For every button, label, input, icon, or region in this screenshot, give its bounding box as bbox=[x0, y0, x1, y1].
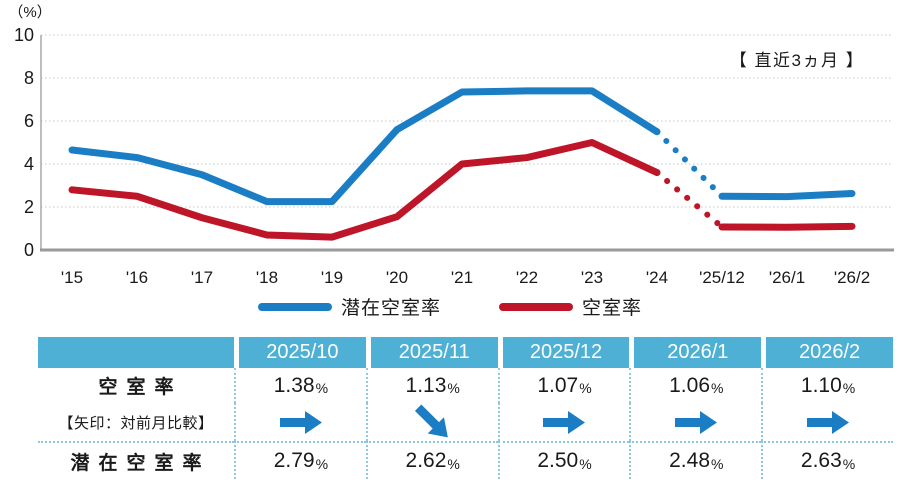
value-number: 2.62 bbox=[405, 449, 447, 472]
x-tick-label: '18 bbox=[256, 268, 278, 287]
x-tick-label: '21 bbox=[451, 268, 473, 287]
table-header-month: 2025/10 bbox=[234, 337, 366, 368]
arrow-shape bbox=[279, 410, 322, 434]
arrow-shape bbox=[675, 410, 718, 434]
value-number: 1.07 bbox=[537, 373, 579, 397]
value-number: 2.79 bbox=[273, 449, 315, 472]
table-header-month: 2025/12 bbox=[497, 337, 630, 368]
legend-label: 空室率 bbox=[582, 298, 643, 319]
y-axis-unit-label: （%） bbox=[8, 4, 51, 21]
arrow-right-icon bbox=[279, 410, 322, 434]
x-tick-label: '16 bbox=[126, 268, 148, 287]
arrow-right-icon bbox=[807, 410, 850, 434]
vacancy-line-swatch bbox=[499, 302, 573, 311]
y-tick-label: 0 bbox=[24, 240, 34, 260]
value-number: 1.38 bbox=[273, 373, 315, 397]
series-line-1-projection bbox=[654, 169, 725, 230]
vacancy-line-chart: 0 2 4 6 8 10 '15 '16 '17 '18 '19 '20 '21 '22 '23 '24 '2… bbox=[8, 4, 894, 287]
table-header-month: 2025/11 bbox=[365, 337, 498, 368]
recent-3-months-annotation: 【 直近3ヵ月 】 bbox=[730, 51, 864, 70]
legend-item-vacancy: 空室率 bbox=[499, 293, 642, 320]
x-tick-label: '26/2 bbox=[834, 268, 870, 287]
vacancy-rate-value: 1.06% bbox=[629, 368, 761, 403]
percent-sign: % bbox=[842, 455, 856, 472]
x-tick-label: '20 bbox=[386, 268, 408, 287]
y-tick-label: 2 bbox=[24, 197, 34, 217]
row-label-vacancy-rate: 空室率 bbox=[98, 377, 183, 398]
percent-sign: % bbox=[579, 455, 592, 472]
value-number: 2.63 bbox=[800, 449, 842, 472]
percent-sign: % bbox=[842, 380, 856, 396]
arrow-right-icon bbox=[543, 410, 586, 434]
chart-series-lines bbox=[68, 87, 856, 241]
potential-vacancy-rate-value: 2.63% bbox=[761, 441, 893, 479]
legend-item-potential-vacancy: 潜在空室率 bbox=[257, 293, 441, 320]
potential-vacancy-rate-value: 2.79% bbox=[234, 441, 366, 479]
y-tick-label: 8 bbox=[24, 68, 34, 88]
month-over-month-arrow bbox=[629, 403, 761, 441]
month-over-month-arrow bbox=[234, 403, 366, 441]
vacancy-rate-value: 1.13% bbox=[365, 368, 498, 403]
value-number: 2.48 bbox=[669, 449, 710, 472]
row-label-potential-vacancy-rate: 潜在空室率 bbox=[38, 441, 234, 479]
percent-sign: % bbox=[711, 380, 724, 396]
value-number: 1.10 bbox=[800, 373, 842, 397]
x-axis-tick-labels: '15 '16 '17 '18 '19 '20 '21 '22 '23 '24 '25/12 '26/… bbox=[61, 268, 870, 287]
potential-vacancy-rate-value: 2.48% bbox=[629, 441, 762, 479]
percent-sign: % bbox=[447, 455, 460, 472]
vacancy-rate-value: 1.07% bbox=[497, 368, 630, 403]
table-header-month: 2026/2 bbox=[761, 337, 893, 368]
row-label-arrow-note: 【矢印：対前月比較】 bbox=[58, 414, 214, 432]
value-number: 1.06 bbox=[669, 373, 710, 397]
legend-label: 潜在空室率 bbox=[340, 298, 441, 319]
table-header-blank bbox=[38, 337, 234, 368]
month-over-month-arrow bbox=[761, 403, 893, 441]
y-axis-tick-labels: 0 2 4 6 8 10 bbox=[14, 25, 34, 260]
arrow-right-icon bbox=[675, 410, 718, 434]
series-line-0-projection bbox=[654, 128, 725, 200]
percent-sign: % bbox=[315, 380, 329, 396]
x-tick-label: '26/1 bbox=[769, 268, 805, 287]
arrow-shape bbox=[807, 410, 850, 434]
series-line-0 bbox=[718, 189, 856, 201]
potential-vacancy-rate-value: 2.62% bbox=[365, 441, 498, 479]
percent-sign: % bbox=[711, 455, 724, 472]
x-tick-label: '22 bbox=[516, 268, 538, 287]
y-tick-label: 6 bbox=[24, 111, 34, 131]
y-tick-label: 10 bbox=[14, 25, 34, 45]
month-over-month-arrow bbox=[365, 403, 498, 441]
x-tick-label: '25/12 bbox=[699, 268, 745, 287]
x-tick-label: '17 bbox=[191, 268, 213, 287]
recent-rates-table: 2025/10 2025/11 2025/12 2026/1 2026/2 空室… bbox=[38, 337, 893, 479]
series-line-1 bbox=[68, 139, 661, 241]
value-number: 2.50 bbox=[537, 449, 579, 472]
arrow-shape bbox=[414, 403, 448, 437]
arrow-shape bbox=[543, 410, 586, 434]
percent-sign: % bbox=[315, 455, 329, 472]
y-tick-label: 4 bbox=[24, 154, 34, 174]
potential-vacancy-rate-value: 2.50% bbox=[497, 441, 630, 479]
series-line-0 bbox=[68, 87, 661, 206]
month-over-month-arrow bbox=[497, 403, 630, 441]
value-number: 1.13 bbox=[405, 373, 447, 397]
percent-sign: % bbox=[579, 380, 592, 396]
x-tick-label: '19 bbox=[321, 268, 343, 287]
chart-legend: 潜在空室率 空室率 bbox=[0, 293, 900, 320]
series-line-1 bbox=[718, 222, 856, 231]
arrow-down-right-icon bbox=[414, 403, 448, 437]
vacancy-rate-value: 1.10% bbox=[761, 368, 893, 403]
table-header-month: 2026/1 bbox=[629, 337, 762, 368]
x-tick-label: '15 bbox=[61, 268, 83, 287]
x-tick-label: '24 bbox=[646, 268, 668, 287]
x-tick-label: '23 bbox=[581, 268, 603, 287]
vacancy-rate-value: 1.38% bbox=[234, 368, 366, 403]
percent-sign: % bbox=[447, 380, 460, 396]
potential-vacancy-line-swatch bbox=[257, 302, 332, 311]
